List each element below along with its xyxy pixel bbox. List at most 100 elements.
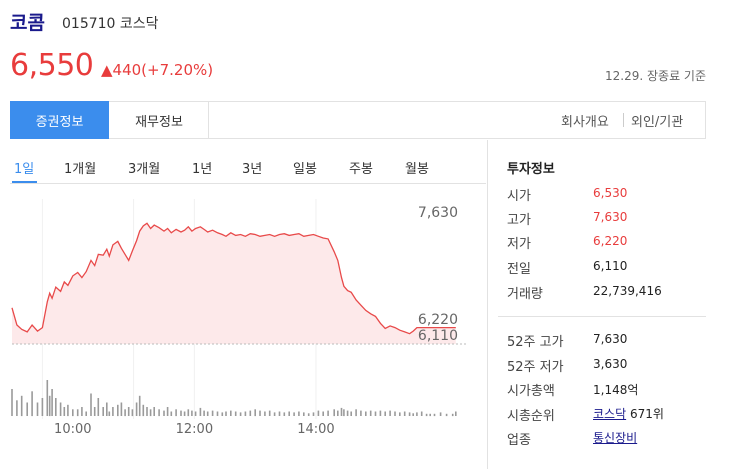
volume-bar-34 <box>149 409 152 417</box>
current-price: 6,550 <box>10 48 94 83</box>
period-1day[interactable]: 1일 <box>14 162 35 177</box>
tab-company-overview[interactable]: 회사개요 <box>561 114 609 130</box>
tab-foreign-institution[interactable]: 외인/기관 <box>631 114 684 130</box>
period-3month[interactable]: 3개월 <box>128 162 161 177</box>
market-cap-rank-label: 시총순위 <box>507 409 555 424</box>
volume-bar-6 <box>41 398 44 416</box>
volume-bar-97 <box>433 413 436 417</box>
volume-bar-70 <box>312 412 315 416</box>
volume-bar-57 <box>249 410 252 416</box>
active-period-indicator <box>12 181 37 183</box>
volume-bar-12 <box>63 407 66 416</box>
volume-bar-82 <box>365 411 367 416</box>
52w-low-value: 3,630 <box>593 357 628 371</box>
investment-info-title: 투자정보 <box>507 162 555 177</box>
volume-bar-56 <box>244 411 247 416</box>
volume-bar-74 <box>333 409 335 417</box>
volume-bar-30 <box>135 402 138 416</box>
volume-bar-54 <box>234 411 237 416</box>
volume-bar-22 <box>106 402 108 416</box>
volume-bar-43 <box>187 409 190 417</box>
volume-bar-96 <box>429 413 431 417</box>
x-tick-label-1400: 14:00 <box>297 422 334 437</box>
volume-bar-92 <box>412 413 414 416</box>
low-label: 저가 <box>507 237 531 252</box>
volume-bar-51 <box>221 412 224 416</box>
volume-bar-9 <box>51 389 53 416</box>
volume-bar-19 <box>93 407 96 416</box>
volume-bar-36 <box>158 409 160 417</box>
market-cap-label: 시가총액 <box>507 384 555 399</box>
volume-bar-87 <box>389 410 391 416</box>
volume-bar-7 <box>46 380 49 416</box>
price-basis-time: 12.29. 장종료 기준 <box>605 69 706 83</box>
volume-bar-13 <box>67 404 69 417</box>
price-change: ▲440(+7.20%) <box>101 61 214 79</box>
open-label: 시가 <box>507 189 531 204</box>
market-cap-rank-value: 코스닥 671위 <box>593 405 664 422</box>
volume-bar-35 <box>153 407 155 416</box>
volume-bar-16 <box>81 407 83 416</box>
low-value: 6,220 <box>593 234 628 248</box>
tab-securities-info[interactable]: 증권정보 <box>10 101 109 139</box>
x-tick-label-1200: 12:00 <box>176 422 213 437</box>
volume-bar-101 <box>455 411 457 416</box>
volume-bar-62 <box>273 412 276 416</box>
industry-value: 통신장비 <box>593 429 637 446</box>
y-tick-label-7630: 7,630 <box>418 205 458 221</box>
open-value: 6,530 <box>593 186 628 200</box>
volume-bar-31 <box>138 395 141 417</box>
rank-text: 671위 <box>626 407 664 421</box>
market-link[interactable]: 코스닥 <box>593 407 627 421</box>
y-tick-label-6110: 6,110 <box>418 328 458 344</box>
industry-label: 업종 <box>507 433 531 448</box>
volume-bar-32 <box>142 404 145 417</box>
period-daily-candle[interactable]: 일봉 <box>293 162 317 177</box>
volume-bar-40 <box>175 409 177 417</box>
volume-bar-86 <box>384 411 386 416</box>
volume-bar-99 <box>445 413 448 417</box>
period-1year[interactable]: 1년 <box>192 162 213 177</box>
volume-bar-78 <box>346 410 349 416</box>
period-1month[interactable]: 1개월 <box>64 162 97 177</box>
period-3year[interactable]: 3년 <box>242 162 263 177</box>
volume-bar-76 <box>340 407 343 416</box>
volume-bar-0 <box>11 389 13 416</box>
volume-label: 거래량 <box>507 287 543 302</box>
period-monthly-candle[interactable]: 월봉 <box>405 162 429 177</box>
volume-bar-84 <box>374 411 377 416</box>
volume-bar-39 <box>170 411 173 416</box>
volume-bar-77 <box>343 409 345 417</box>
volume-bar-83 <box>369 410 372 416</box>
high-value: 7,630 <box>593 210 628 224</box>
price-line <box>11 222 456 335</box>
volume-bar-25 <box>117 404 119 417</box>
volume-bar-28 <box>127 407 130 416</box>
prev-close-value: 6,110 <box>593 259 628 273</box>
volume-bar-88 <box>394 411 396 416</box>
volume-value: 22,739,416 <box>593 284 662 298</box>
volume-bar-69 <box>307 413 310 416</box>
volume-bar-2 <box>20 395 23 417</box>
volume-bar-94 <box>420 411 423 416</box>
52w-low-label: 52주 저가 <box>507 360 564 375</box>
volume-bar-81 <box>360 410 362 416</box>
volume-bar-24 <box>112 407 114 416</box>
tab-financial-info[interactable]: 재무정보 <box>110 101 209 139</box>
industry-link[interactable]: 통신장비 <box>593 431 638 445</box>
period-weekly-candle[interactable]: 주봉 <box>349 162 373 177</box>
volume-bar-71 <box>317 410 320 416</box>
volume-bar-90 <box>403 411 406 416</box>
market-cap-value: 1,148억 <box>593 383 639 397</box>
volume-bar-75 <box>337 410 339 416</box>
volume-bar-21 <box>102 407 104 416</box>
volume-bar-41 <box>180 410 182 416</box>
volume-bar-38 <box>166 407 169 416</box>
volume-bar-10 <box>55 398 57 416</box>
volume-bar-8 <box>48 395 51 417</box>
volume-bar-53 <box>230 410 232 416</box>
volume-bar-63 <box>278 411 281 416</box>
volume-bar-66 <box>293 412 295 416</box>
volume-bar-29 <box>131 409 134 417</box>
period-divider <box>10 183 486 184</box>
